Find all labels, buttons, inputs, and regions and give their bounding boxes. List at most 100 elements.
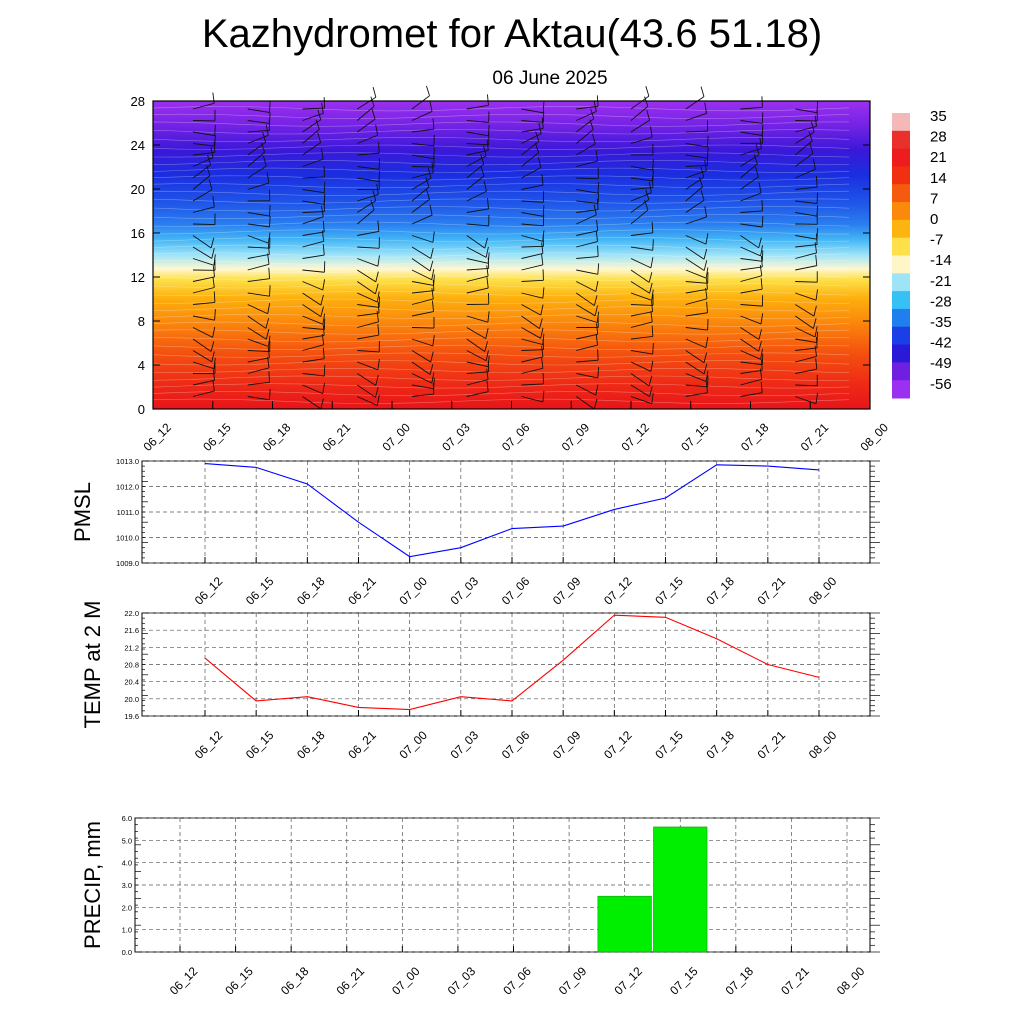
wind-barb-flag	[210, 147, 214, 158]
wind-barb-flag	[375, 271, 379, 282]
wind-barb	[192, 315, 215, 321]
wind-barb-flag	[700, 190, 705, 201]
colorbar-swatch	[892, 219, 910, 239]
wind-barb-flag	[758, 329, 762, 340]
wind-barb	[795, 212, 818, 217]
wind-barb	[630, 258, 652, 269]
x-tick-label: 07_06	[499, 728, 533, 762]
y-tick-label: 16	[131, 226, 145, 241]
wind-barb-flag	[431, 300, 434, 312]
wind-barb	[357, 292, 378, 303]
wind-barb	[685, 170, 707, 179]
wind-barb	[576, 373, 598, 379]
wind-barb	[247, 135, 269, 144]
wind-barb-flag	[648, 375, 653, 387]
wind-barb-flag	[649, 386, 653, 397]
wind-barb	[795, 368, 817, 374]
wind-barb-flag	[542, 101, 545, 113]
wind-barb-flag	[269, 388, 271, 400]
wind-barb	[247, 246, 270, 249]
wind-barb	[302, 269, 325, 273]
wind-barb-flag	[706, 301, 708, 313]
x-tick-label: 06_12	[192, 728, 226, 762]
wind-barb-flag	[268, 267, 271, 279]
wind-barb-flag	[651, 392, 654, 404]
wind-barb	[466, 155, 487, 167]
wind-barb-flag	[267, 303, 271, 314]
contour-line	[152, 360, 850, 366]
y-tick-label: 22.0	[124, 609, 139, 618]
colorbar-label: 28	[930, 129, 947, 146]
x-tick-label: 06_18	[260, 420, 294, 454]
colorbar-label: -42	[930, 335, 952, 352]
wind-barb-flag	[703, 248, 708, 260]
colorbar-label: -28	[930, 293, 952, 310]
wind-barb	[685, 384, 708, 388]
x-tick-label: 07_03	[448, 574, 482, 608]
wind-barb-flag	[652, 239, 654, 251]
wind-barb	[247, 292, 270, 297]
wind-barb-flag	[432, 118, 435, 130]
wind-barb	[192, 390, 215, 397]
wind-barb-flag	[267, 232, 271, 244]
wind-barb-flag	[705, 233, 709, 245]
wind-barb	[466, 131, 489, 137]
wind-barb	[302, 304, 322, 317]
wind-barb	[576, 359, 599, 363]
wind-barb-flag	[480, 154, 485, 165]
wind-barb	[576, 143, 596, 156]
wind-barb	[740, 163, 758, 179]
x-tick-label: 06_15	[243, 728, 277, 762]
contour-line	[152, 391, 850, 397]
x-tick-label: 07_06	[500, 964, 534, 998]
contour-line	[152, 306, 850, 312]
wind-barb	[411, 154, 434, 160]
wind-barb	[740, 246, 761, 257]
x-tick-label: 07_00	[396, 728, 430, 762]
wind-barb-flag	[541, 253, 544, 265]
wind-barb	[411, 298, 434, 305]
y-tick-label: 21.6	[124, 626, 139, 635]
wind-barb-flag	[759, 368, 763, 380]
colorbar-swatch	[892, 326, 910, 346]
y-tick-label: 24	[131, 138, 145, 153]
x-tick-label: 07_18	[738, 420, 772, 454]
wind-barb	[630, 192, 652, 202]
wind-barb-flag	[535, 131, 540, 142]
wind-barb-flag	[815, 176, 818, 188]
wind-barb-flag	[541, 242, 544, 254]
x-tick-label: 07_15	[652, 574, 686, 608]
chart-title: Kazhydromet for Aktau(43.6 51.18)	[201, 12, 823, 56]
y-tick-label: 1009.0	[116, 559, 139, 568]
wind-barb	[357, 200, 377, 213]
wind-barb-flag	[487, 360, 490, 372]
wind-barb	[795, 292, 817, 301]
wind-barb	[357, 350, 380, 353]
wind-barb-flag	[593, 295, 598, 306]
wind-barb	[630, 187, 653, 190]
contour-line	[152, 175, 850, 181]
wind-barb-flag	[207, 154, 212, 165]
wind-barb-flag	[755, 166, 759, 177]
wind-barb-flag	[645, 189, 650, 200]
contour-line	[152, 314, 850, 320]
wind-barb-flag	[589, 119, 594, 130]
wind-barb-flag	[542, 205, 545, 217]
wind-barb	[685, 164, 708, 167]
x-tick-label: 07_09	[550, 574, 584, 608]
wind-barb-flag	[592, 133, 596, 144]
wind-barb	[740, 304, 763, 307]
wind-barb-flag	[644, 200, 649, 211]
contour-line	[152, 275, 850, 281]
colorbar-label: -49	[930, 355, 952, 372]
wind-barb	[576, 344, 598, 351]
wind-barb	[795, 186, 818, 190]
wind-barb	[630, 269, 650, 283]
colorbar-label: 0	[930, 211, 938, 228]
wind-barb-flag	[487, 94, 489, 106]
wind-barb	[411, 327, 435, 329]
wind-barb-flag	[321, 205, 324, 217]
wind-barb-flag	[809, 143, 814, 154]
wind-barb-flag	[596, 219, 599, 231]
contour-line	[152, 283, 850, 289]
